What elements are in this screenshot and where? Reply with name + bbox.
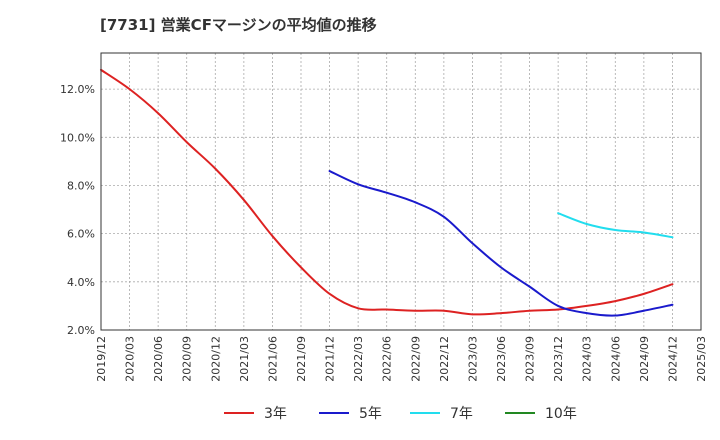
x-tick-label: 2025/03 — [695, 336, 708, 382]
x-tick-label: 2023/06 — [495, 336, 508, 382]
x-tick-label: 2024/09 — [638, 336, 651, 382]
x-tick-label: 2020/09 — [181, 336, 194, 382]
plot-border — [100, 52, 702, 331]
x-tick-label: 2024/12 — [666, 336, 679, 382]
x-tick-label: 2019/12 — [95, 336, 108, 382]
y-tick-label: 6.0% — [67, 228, 95, 241]
series-line-3 — [557, 212, 674, 239]
x-tick-label: 2022/06 — [381, 336, 394, 382]
x-tick-label: 2021/03 — [238, 336, 251, 382]
x-tick-label: 2022/09 — [409, 336, 422, 382]
axis-layer: 2.0% 4.0% 6.0% 8.0% 10.0% 12.0% 2019/12 2020/03… — [60, 52, 708, 382]
x-tick-label: 2022/12 — [438, 336, 451, 382]
legend-label-3: 7年 — [450, 406, 473, 422]
x-tick-label: 2021/09 — [295, 336, 308, 382]
y-tick-label: 12.0% — [60, 83, 95, 96]
grid-layer — [101, 53, 701, 330]
legend-label-4: 10年 — [545, 406, 577, 422]
x-tick-label: 2023/12 — [552, 336, 565, 382]
x-tick-label: 2020/12 — [209, 336, 222, 382]
x-tick-label: 2021/12 — [324, 336, 337, 382]
legend-label-1: 3年 — [264, 406, 287, 422]
x-tick-label: 2024/03 — [581, 336, 594, 382]
x-tick-label: 2023/09 — [524, 336, 537, 382]
legend: 3年 5年 7年 10年 — [224, 406, 577, 422]
series-layer — [100, 68, 674, 317]
y-tick-label: 10.0% — [60, 131, 95, 144]
x-tick-label: 2020/03 — [124, 336, 137, 382]
x-tick-label: 2020/06 — [152, 336, 165, 382]
y-tick-label: 4.0% — [67, 276, 95, 289]
y-tick-label: 2.0% — [67, 324, 95, 337]
chart-title: [7731] 営業CFマージンの平均値の推移 — [100, 16, 377, 34]
series-line-2 — [328, 170, 674, 317]
legend-label-2: 5年 — [359, 406, 382, 422]
x-tick-label: 2022/03 — [352, 336, 365, 382]
series-line-1 — [100, 68, 674, 316]
x-tick-label: 2024/06 — [609, 336, 622, 382]
x-tick-label: 2023/03 — [466, 336, 479, 382]
x-tick-label: 2021/06 — [266, 336, 279, 382]
y-tick-label: 8.0% — [67, 179, 95, 192]
